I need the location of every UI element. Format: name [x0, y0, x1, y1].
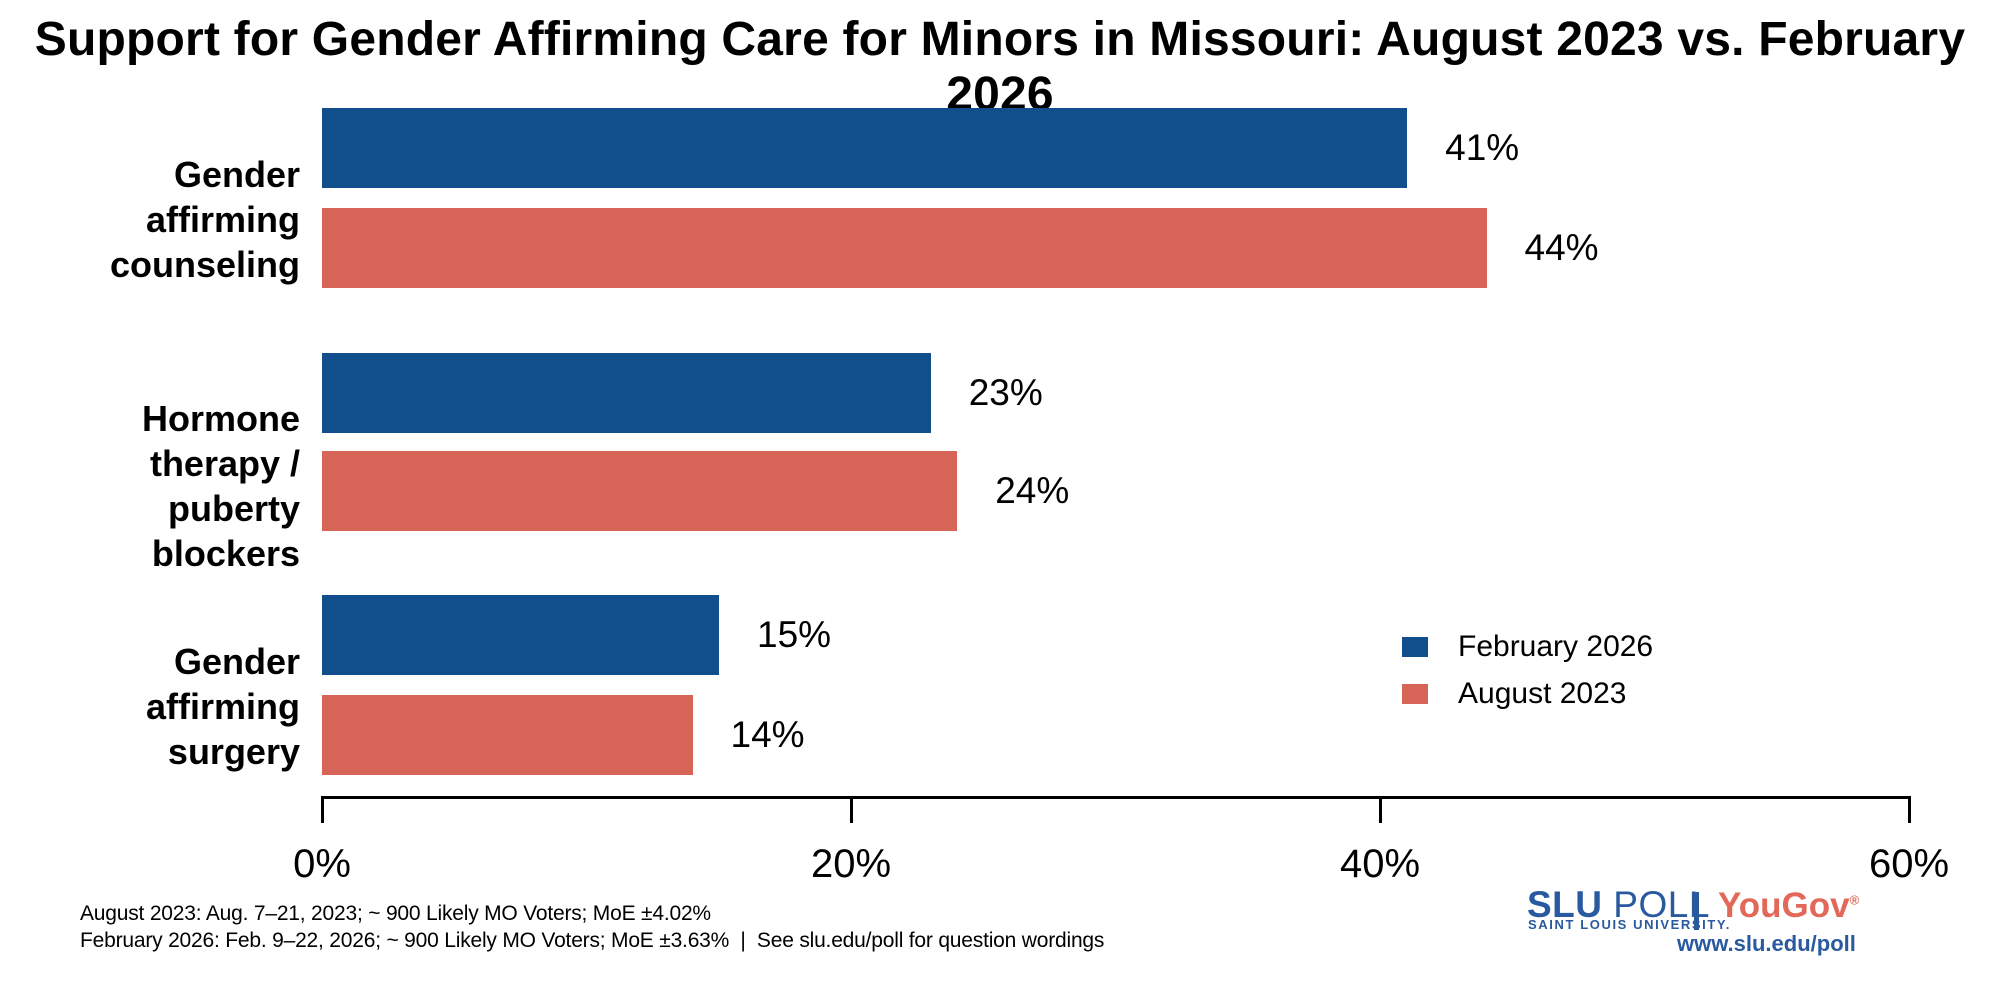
legend-label: August 2023: [1458, 677, 1627, 710]
x-axis-tick: [321, 796, 324, 823]
saint-louis-university-text: SAINT LOUIS UNIVERSITY.: [1528, 917, 1731, 932]
bar-row: 24%: [322, 451, 1910, 531]
bar-row: 41%: [322, 108, 1910, 188]
x-axis-tick-label: 60%: [1868, 842, 1950, 886]
bar-value-label: 15%: [757, 614, 832, 655]
poll-logo-text: POLL: [1613, 884, 1710, 925]
bar-february-2026-surgery: [322, 595, 719, 675]
legend-label: February 2026: [1458, 630, 1654, 663]
slu-logo-text: SLU: [1527, 884, 1603, 925]
bar-february-2026-counseling: [322, 108, 1408, 188]
x-axis-tick: [1379, 796, 1382, 823]
bar-value-label: 44%: [1524, 227, 1599, 268]
x-axis-tick-label: 20%: [810, 842, 892, 886]
logo-divider: [1694, 892, 1699, 930]
legend-swatch-february-2026: [1402, 637, 1428, 657]
category-label-line: Gender affirming: [145, 154, 300, 240]
legend-swatch-august-2023: [1402, 684, 1428, 704]
category-label-line: Hormone therapy /: [141, 398, 300, 484]
bar-august-2023-surgery: [322, 695, 693, 775]
chart-title: Support for Gender Affirming Care for Mi…: [34, 13, 1966, 121]
category-label-line: Gender affirming: [145, 641, 300, 727]
yougov-logo: YouGov®: [1718, 886, 1859, 926]
plot-area: 41% 44% 23% 24% 15% 14%: [322, 0, 1910, 800]
footnotes: August 2023: Aug. 7–21, 2023; ~ 900 Like…: [80, 900, 1104, 954]
x-axis-line: [322, 796, 1909, 799]
category-label-gender-affirming-counseling: Gender affirming counseling: [30, 152, 300, 287]
bar-value-label: 41%: [1445, 127, 1520, 168]
slu-poll-url: www.slu.edu/poll: [1677, 931, 1856, 956]
category-label-gender-affirming-surgery: Gender affirming surgery: [30, 639, 300, 774]
yougov-logo-text: YouGov: [1718, 886, 1850, 925]
bar-february-2026-hormone-therapy: [322, 353, 931, 433]
x-axis-tick-label: 0%: [293, 842, 351, 886]
bar-row: 15%: [322, 595, 1910, 675]
x-axis-tick: [849, 796, 853, 823]
category-label-line: puberty blockers: [151, 488, 300, 574]
footnote-august-2023: August 2023: Aug. 7–21, 2023; ~ 900 Like…: [80, 902, 711, 925]
bar-value-label: 23%: [968, 372, 1043, 413]
footnote-february-2026: February 2026: Feb. 9–22, 2026; ~ 900 Li…: [80, 929, 1105, 952]
category-label-hormone-therapy-puberty-blockers: Hormone therapy / puberty blockers: [30, 396, 300, 576]
bar-value-label: 14%: [730, 714, 805, 755]
legend-item-august-2023: August 2023: [1402, 677, 1653, 711]
bar-august-2023-counseling: [322, 208, 1487, 288]
x-axis: 0% 20% 40% 60%: [293, 796, 1949, 896]
legend: February 2026 August 2023: [1402, 630, 1653, 724]
x-axis-tick-label: 40%: [1339, 842, 1421, 886]
bar-august-2023-hormone-therapy: [322, 451, 958, 531]
bar-row: 44%: [322, 208, 1910, 288]
x-axis-tick: [1908, 796, 1911, 823]
legend-item-february-2026: February 2026: [1402, 630, 1653, 664]
category-label-line: surgery: [167, 731, 300, 772]
slu-poll-logo: SLU POLL: [1527, 884, 1710, 926]
bar-row: 23%: [322, 353, 1910, 433]
category-label-line: counseling: [109, 244, 300, 285]
bar-row: 14%: [322, 695, 1910, 775]
registered-mark-icon: ®: [1849, 892, 1860, 908]
bar-value-label: 24%: [995, 470, 1070, 511]
